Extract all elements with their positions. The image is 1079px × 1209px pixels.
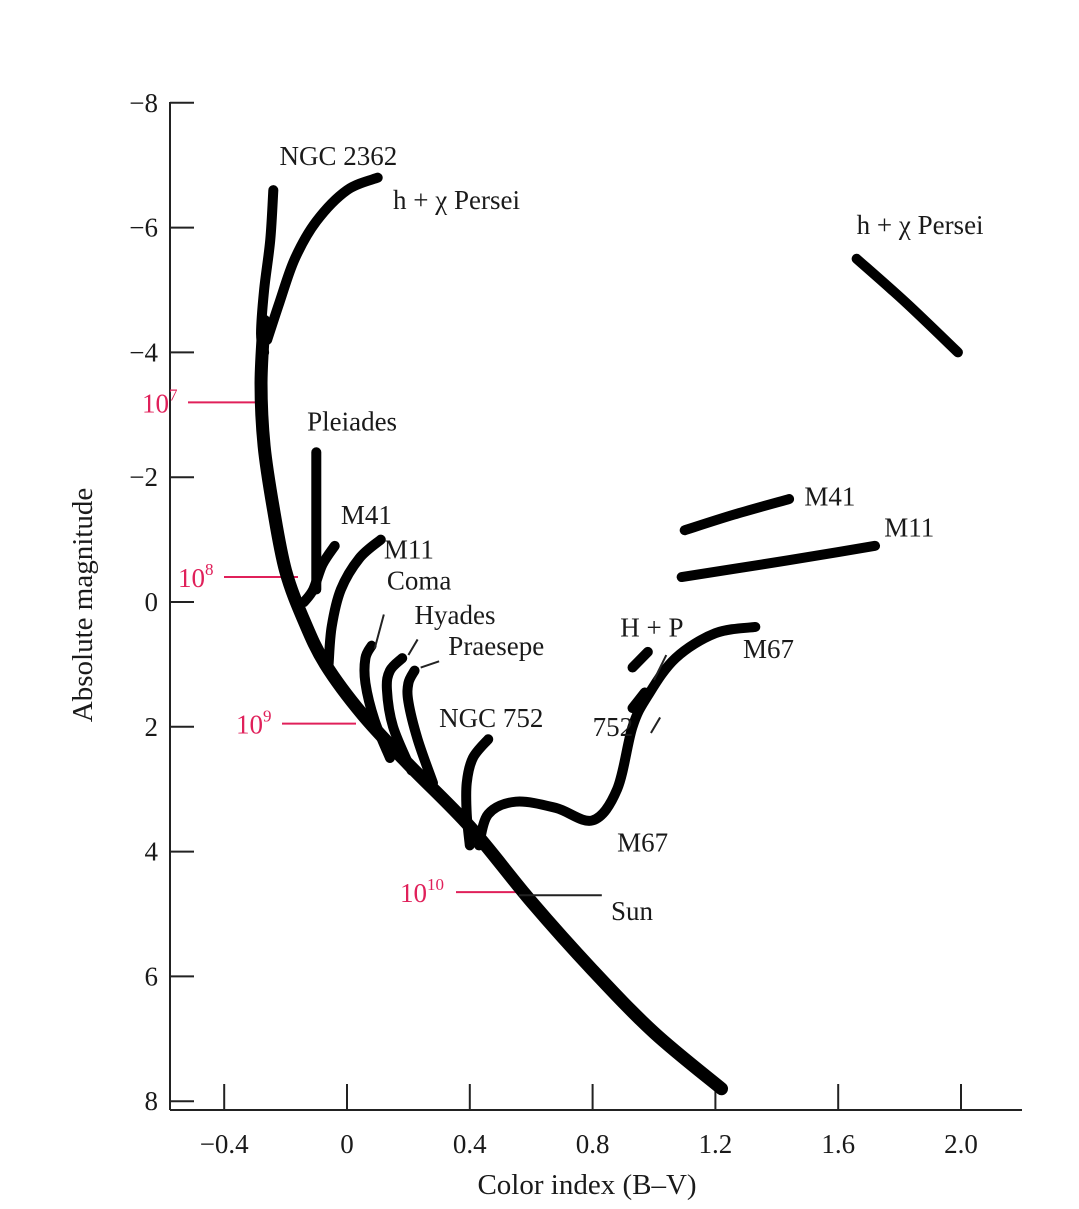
label-connector-line bbox=[653, 654, 668, 681]
curve-label-ngc-752: NGC 752 bbox=[439, 703, 543, 733]
y-tick-label: −4 bbox=[129, 337, 158, 367]
label-connector-line bbox=[407, 638, 419, 656]
x-axis-title: Color index (B–V) bbox=[477, 1169, 696, 1201]
age-label-10e9: 109 bbox=[236, 707, 272, 740]
label-connector-line bbox=[650, 716, 662, 734]
series-line-h-persei bbox=[262, 172, 383, 345]
series-line-ngc-752 bbox=[461, 734, 494, 851]
curve-label-m11: M11 bbox=[384, 534, 434, 564]
curve-label-h-persei: h + χ Persei bbox=[393, 185, 520, 215]
y-tick-label: 6 bbox=[145, 961, 159, 991]
label-connectors bbox=[373, 614, 668, 897]
y-tick-label: −8 bbox=[129, 88, 158, 118]
curve-label-sun: Sun bbox=[611, 896, 654, 926]
x-tick-label: 0.4 bbox=[453, 1129, 487, 1159]
age-label-10e8: 108 bbox=[178, 560, 214, 593]
curve-label-pleiades: Pleiades bbox=[307, 406, 397, 436]
label-connector-line bbox=[420, 660, 440, 669]
y-tick-label: 4 bbox=[145, 837, 159, 867]
curve-label-m41: M41 bbox=[341, 500, 392, 530]
curve-label-h-persei: h + χ Persei bbox=[857, 210, 984, 240]
series-line-main-sequence bbox=[254, 314, 729, 1096]
y-tick-label: 0 bbox=[145, 587, 159, 617]
curve-labels: NGC 2362 h + χ Persei h + χ Persei Pleiades… bbox=[279, 141, 983, 926]
curve-label-coma: Coma bbox=[387, 566, 452, 596]
series-line-h-persei bbox=[851, 253, 963, 358]
curve-label-752: 752 bbox=[593, 712, 634, 742]
series-line-praesepe bbox=[402, 665, 438, 788]
curve-label-m67: M67 bbox=[617, 828, 668, 858]
x-tick-label: 1.2 bbox=[699, 1129, 733, 1159]
curve-label-ngc-2362: NGC 2362 bbox=[279, 141, 397, 171]
curve-label-hyades: Hyades bbox=[415, 600, 496, 630]
series-line-752 bbox=[627, 687, 650, 714]
x-tick-label: 0.8 bbox=[576, 1129, 610, 1159]
series-line-m41 bbox=[679, 494, 795, 536]
axis-ticks: −8 −6 −4 −2 0 2 4 6 8 −0.4 0 0.4 0.8 1.2 1.6 2.0 bbox=[129, 88, 978, 1159]
series-line-m11 bbox=[323, 534, 386, 670]
curve-label-m11: M11 bbox=[884, 512, 934, 542]
series-line-m11 bbox=[676, 540, 881, 583]
series-line-hyades bbox=[381, 653, 417, 776]
curve-label-h-p: H + P bbox=[620, 612, 683, 642]
x-tick-label: −0.4 bbox=[200, 1129, 249, 1159]
chart-axes bbox=[169, 102, 1022, 1111]
curve-label-m67: M67 bbox=[743, 634, 794, 664]
series-line-h-p bbox=[627, 646, 653, 673]
series-line-m41 bbox=[299, 540, 340, 607]
age-label-10e10: 1010 bbox=[400, 875, 444, 908]
series-line-m67 bbox=[474, 621, 761, 851]
x-tick-label: 2.0 bbox=[944, 1129, 978, 1159]
label-connector-line bbox=[373, 614, 385, 650]
curve-label-m41: M41 bbox=[804, 481, 855, 511]
y-axis-title: Absolute magnitude bbox=[67, 488, 99, 722]
series-line-coma bbox=[359, 640, 395, 763]
y-tick-label: 8 bbox=[145, 1086, 159, 1116]
series-line-ngc-2362 bbox=[256, 185, 279, 358]
isochrone-curves bbox=[254, 172, 963, 1096]
age-markers: 107 108 109 1010 bbox=[142, 385, 520, 908]
y-tick-label: −2 bbox=[129, 462, 158, 492]
y-tick-label: 2 bbox=[145, 712, 159, 742]
curve-label-praesepe: Praesepe bbox=[448, 631, 544, 661]
age-label-10e7: 107 bbox=[142, 385, 178, 418]
y-tick-label: −6 bbox=[129, 213, 158, 243]
x-tick-label: 0 bbox=[340, 1129, 354, 1159]
x-tick-label: 1.6 bbox=[821, 1129, 855, 1159]
